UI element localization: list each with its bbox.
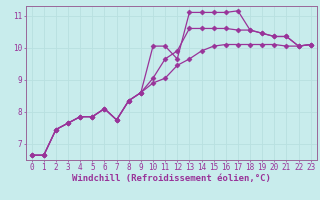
X-axis label: Windchill (Refroidissement éolien,°C): Windchill (Refroidissement éolien,°C)	[72, 174, 271, 183]
